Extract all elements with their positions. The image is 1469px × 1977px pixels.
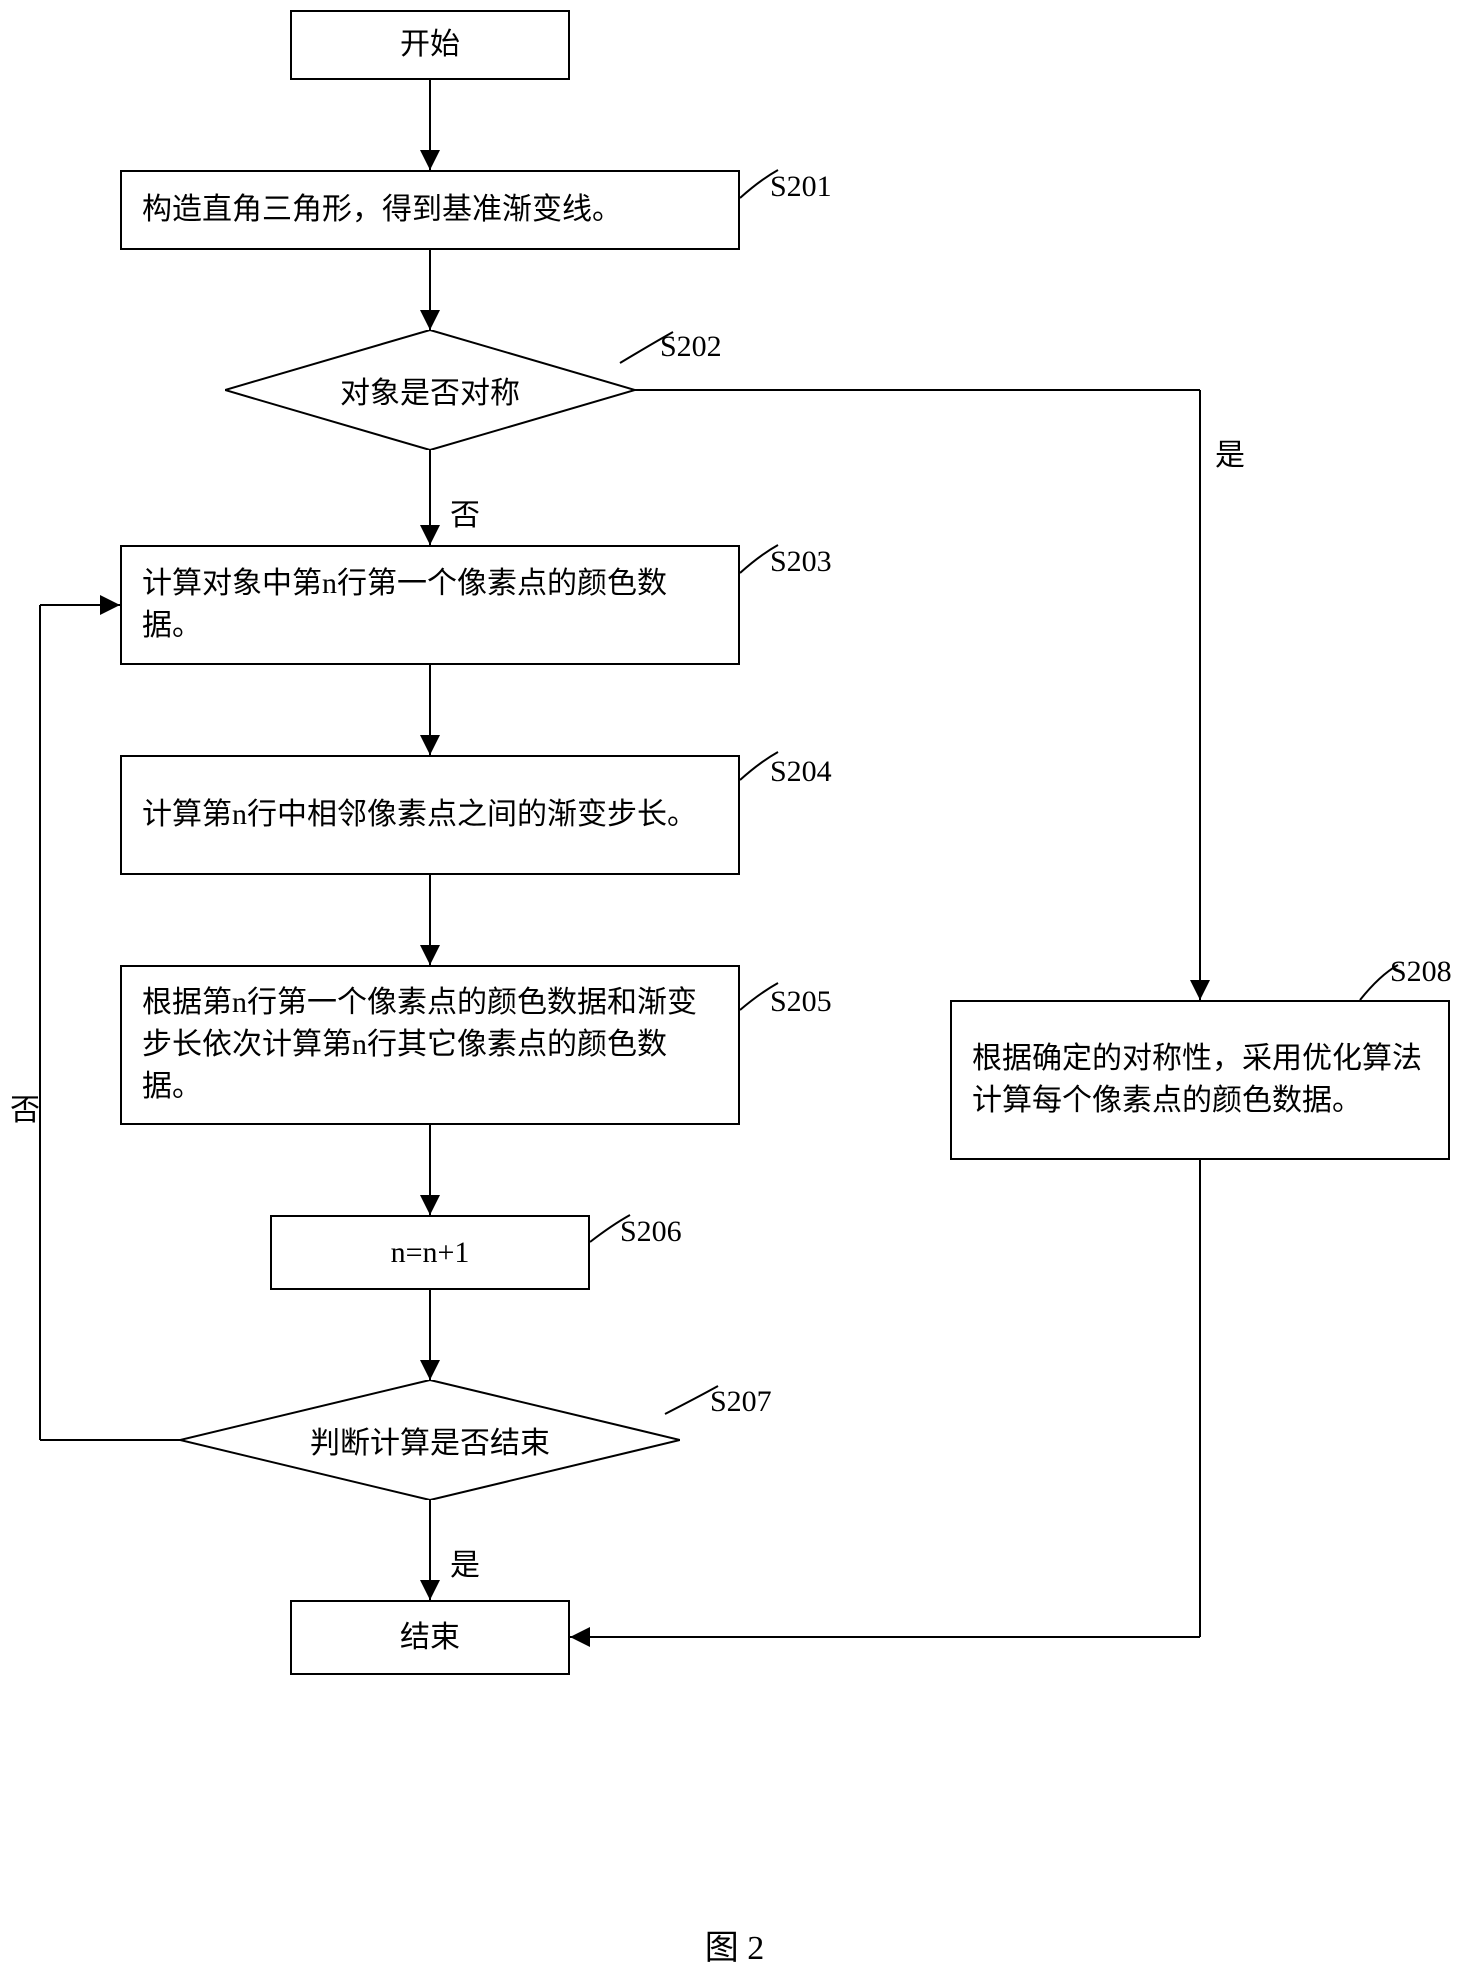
node-text: 结束 bbox=[400, 1617, 460, 1659]
flow-node-s202: 对象是否对称 bbox=[225, 330, 635, 450]
step-tag-s202: S202 bbox=[660, 330, 722, 364]
node-text: 开始 bbox=[400, 24, 460, 66]
flow-node-s201: 构造直角三角形，得到基准渐变线。 bbox=[120, 170, 740, 250]
step-tag-s203: S203 bbox=[770, 545, 832, 579]
step-tag-s206: S206 bbox=[620, 1215, 682, 1249]
step-tag-s204: S204 bbox=[770, 755, 832, 789]
flow-node-s204: 计算第n行中相邻像素点之间的渐变步长。 bbox=[120, 755, 740, 875]
flow-node-s203: 计算对象中第n行第一个像素点的颜色数据。 bbox=[120, 545, 740, 665]
figure-caption: 图 2 bbox=[705, 1920, 765, 1969]
node-text: 计算第n行中相邻像素点之间的渐变步长。 bbox=[142, 794, 697, 836]
node-text: n=n+1 bbox=[391, 1232, 470, 1274]
edge-label: 是 bbox=[450, 1540, 480, 1584]
edges-layer bbox=[0, 0, 1469, 1900]
flow-node-s206: n=n+1 bbox=[270, 1215, 590, 1290]
step-tag-s205: S205 bbox=[770, 985, 832, 1019]
node-text: 对象是否对称 bbox=[225, 330, 635, 450]
node-text: 根据第n行第一个像素点的颜色数据和渐变步长依次计算第n行其它像素点的颜色数据。 bbox=[142, 982, 718, 1108]
node-text: 判断计算是否结束 bbox=[180, 1380, 680, 1500]
flow-node-s207: 判断计算是否结束 bbox=[180, 1380, 680, 1500]
node-text: 根据确定的对称性，采用优化算法计算每个像素点的颜色数据。 bbox=[972, 1038, 1428, 1122]
step-tag-s201: S201 bbox=[770, 170, 832, 204]
flow-node-s205: 根据第n行第一个像素点的颜色数据和渐变步长依次计算第n行其它像素点的颜色数据。 bbox=[120, 965, 740, 1125]
node-text: 构造直角三角形，得到基准渐变线。 bbox=[142, 189, 622, 231]
step-tag-s207: S207 bbox=[710, 1385, 772, 1419]
flow-node-s208: 根据确定的对称性，采用优化算法计算每个像素点的颜色数据。 bbox=[950, 1000, 1450, 1160]
flow-node-end: 结束 bbox=[290, 1600, 570, 1675]
flow-node-start: 开始 bbox=[290, 10, 570, 80]
edge-label: 是 bbox=[1215, 430, 1245, 474]
step-tag-s208: S208 bbox=[1390, 955, 1452, 989]
edge-label: 否 bbox=[10, 1085, 40, 1129]
edge-label: 否 bbox=[450, 490, 480, 534]
node-text: 计算对象中第n行第一个像素点的颜色数据。 bbox=[142, 563, 718, 647]
